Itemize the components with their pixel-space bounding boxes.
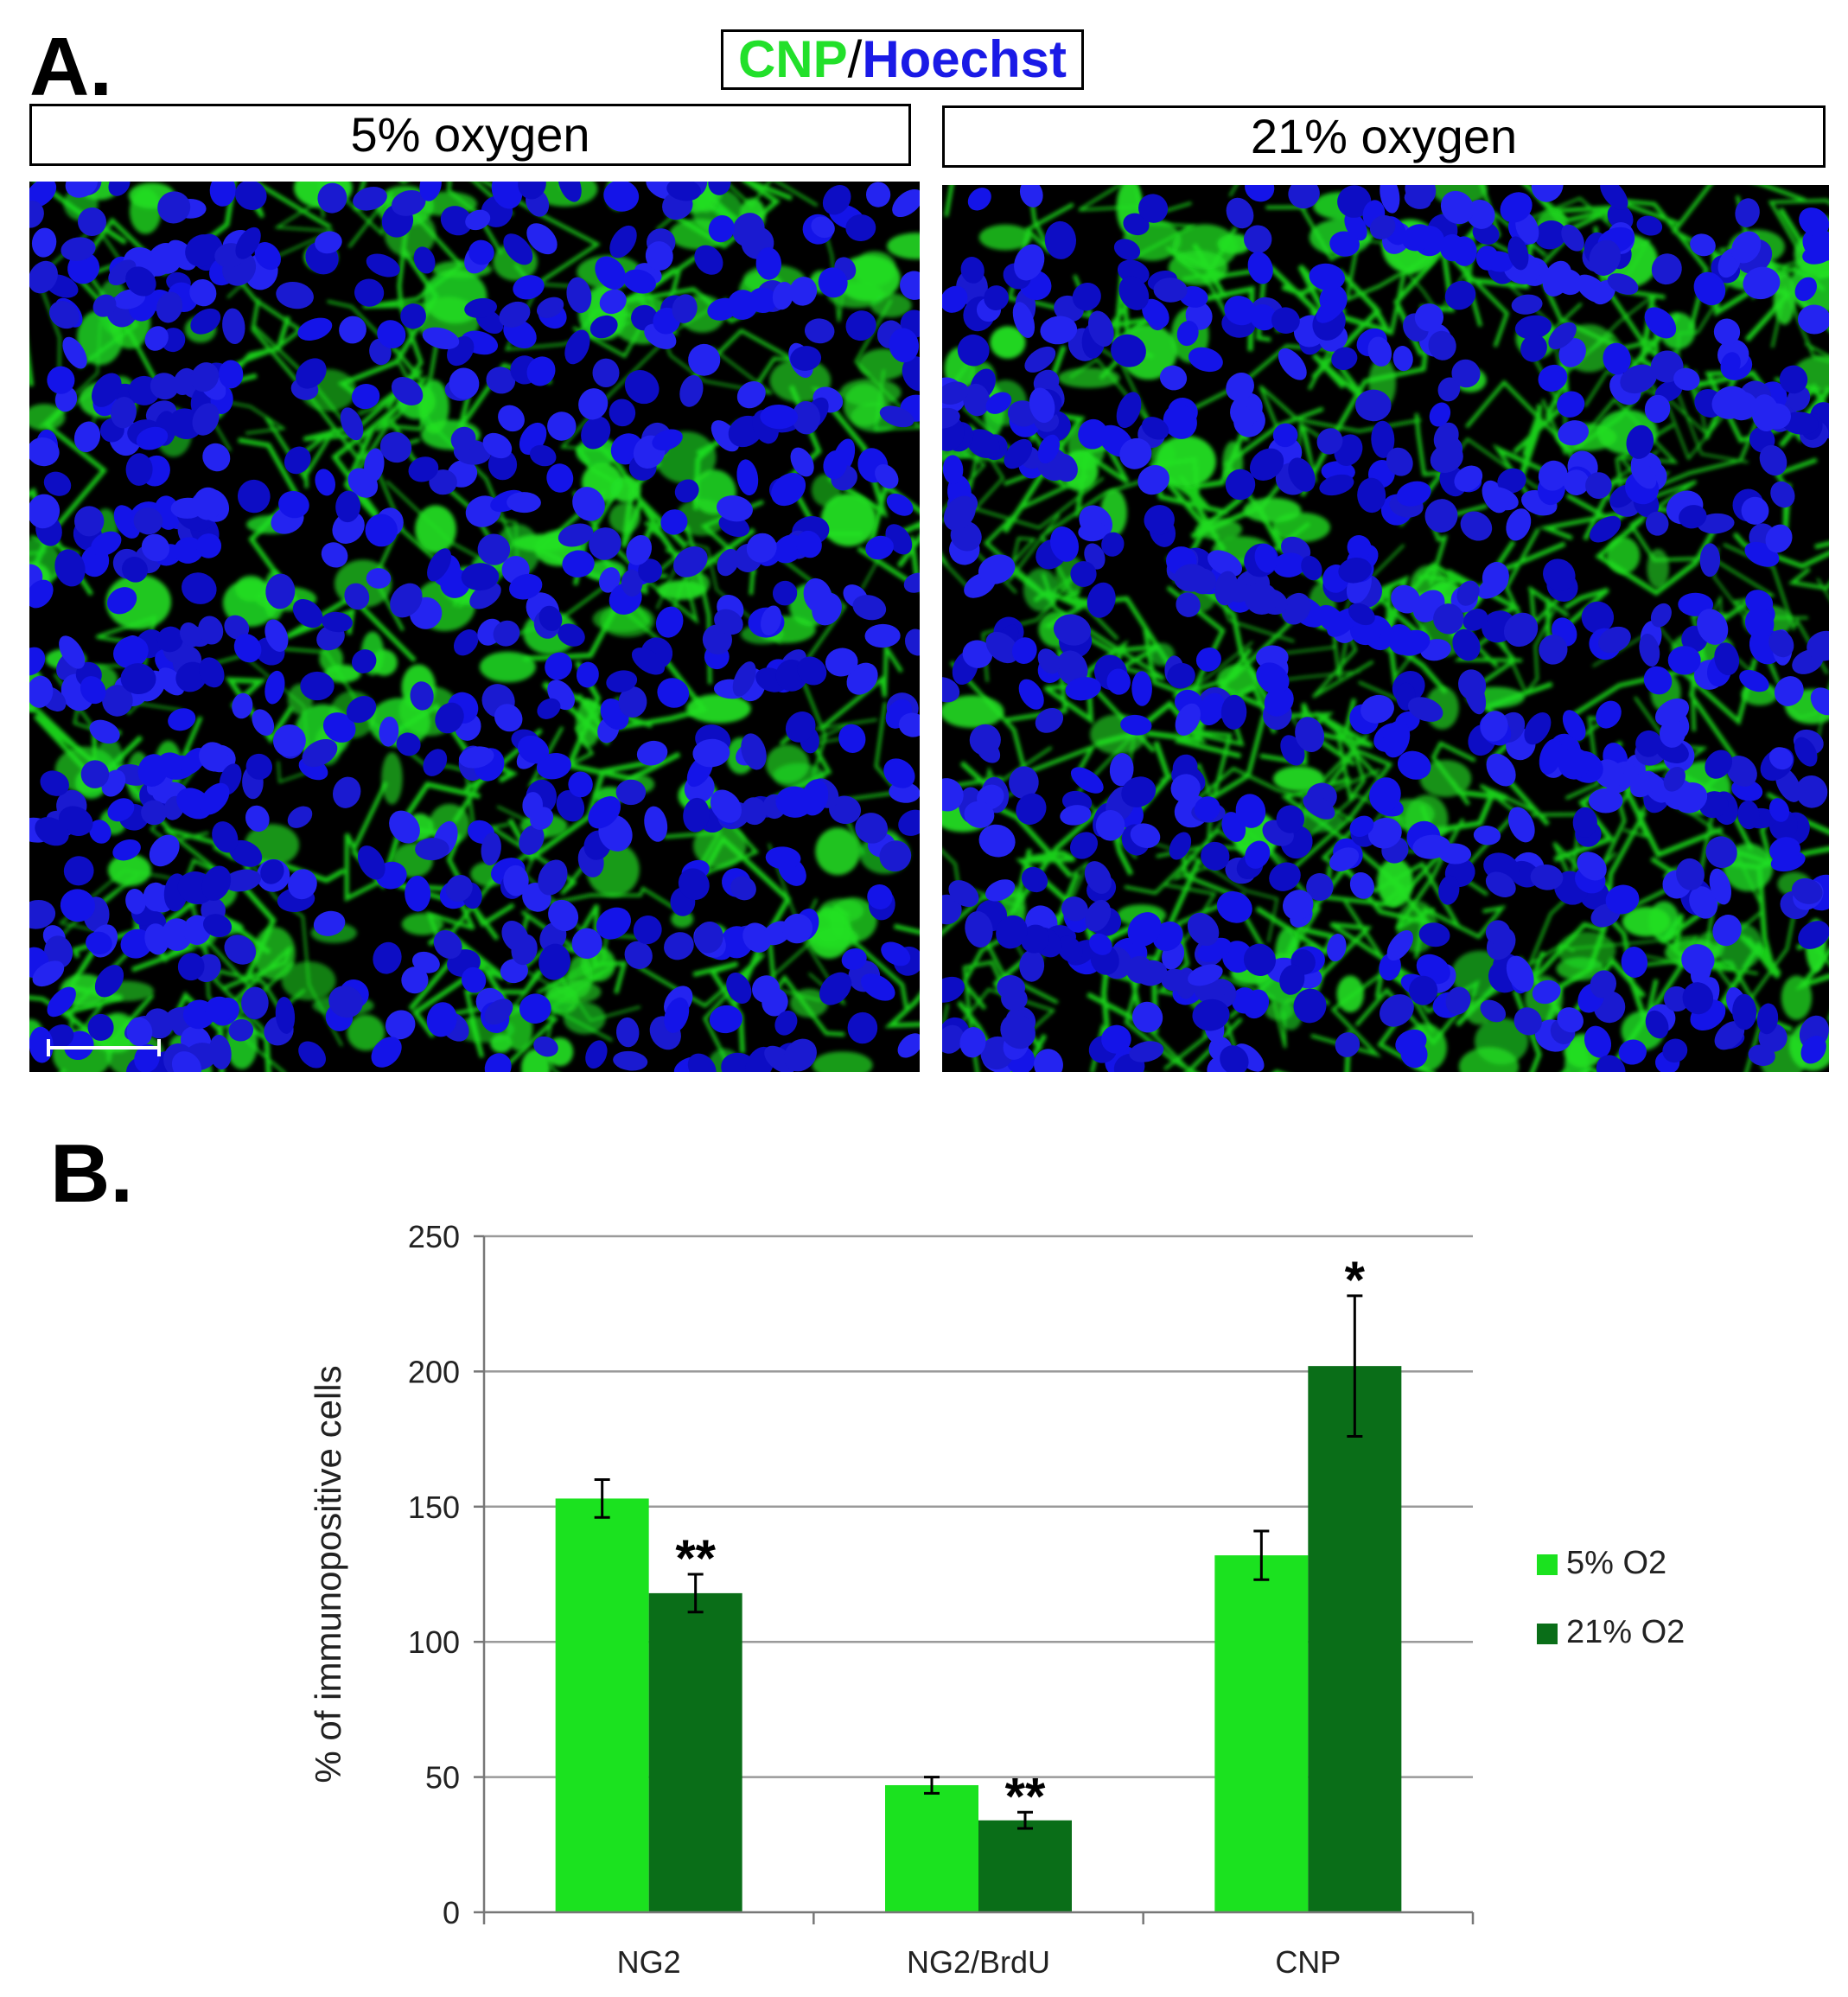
- y-axis-label: % of immunopositive cells: [308, 1365, 348, 1783]
- x-category-label-1: NG2/BrdU: [907, 1944, 1050, 1980]
- bar-ng2-series-0: [555, 1498, 649, 1912]
- significance-marker-1: **: [1005, 1767, 1046, 1825]
- significance-marker-0: **: [675, 1529, 716, 1587]
- micrograph-5-percent: [29, 182, 920, 1072]
- condition-label-5-percent: 5% oxygen: [29, 104, 911, 166]
- bar-ng2-brdu-series-1: [978, 1820, 1072, 1912]
- y-tick-label-0: 0: [443, 1895, 460, 1930]
- legend-label-0: 5% O2: [1566, 1545, 1666, 1581]
- stain-separator: /: [847, 30, 863, 88]
- y-tick-label-200: 200: [408, 1354, 460, 1389]
- stain-cnp-label: CNP: [737, 30, 848, 88]
- condition-label-21-percent: 21% oxygen: [942, 105, 1826, 168]
- legend-swatch-1: [1537, 1624, 1558, 1644]
- stain-legend-box: CNP/Hoechst: [721, 29, 1084, 90]
- y-tick-label-100: 100: [408, 1624, 460, 1660]
- bar-cnp-series-0: [1214, 1555, 1309, 1912]
- panel-b-label: B.: [50, 1127, 133, 1220]
- panel-a-label: A.: [29, 21, 112, 113]
- x-category-label-2: CNP: [1275, 1944, 1341, 1980]
- stain-hoechst-label: Hoechst: [862, 30, 1067, 88]
- x-category-label-0: NG2: [617, 1944, 681, 1980]
- y-tick-label-50: 50: [425, 1760, 460, 1796]
- y-tick-label-150: 150: [408, 1490, 460, 1525]
- legend-label-1: 21% O2: [1566, 1614, 1685, 1650]
- bar-ng2-series-1: [648, 1592, 742, 1912]
- bar-ng2-brdu-series-0: [885, 1784, 978, 1912]
- significance-marker-2: *: [1345, 1251, 1366, 1309]
- legend-swatch-0: [1537, 1554, 1558, 1575]
- bar-cnp-series-1: [1308, 1366, 1402, 1912]
- micrograph-21-percent: [942, 185, 1829, 1072]
- y-tick-label-250: 250: [408, 1219, 460, 1254]
